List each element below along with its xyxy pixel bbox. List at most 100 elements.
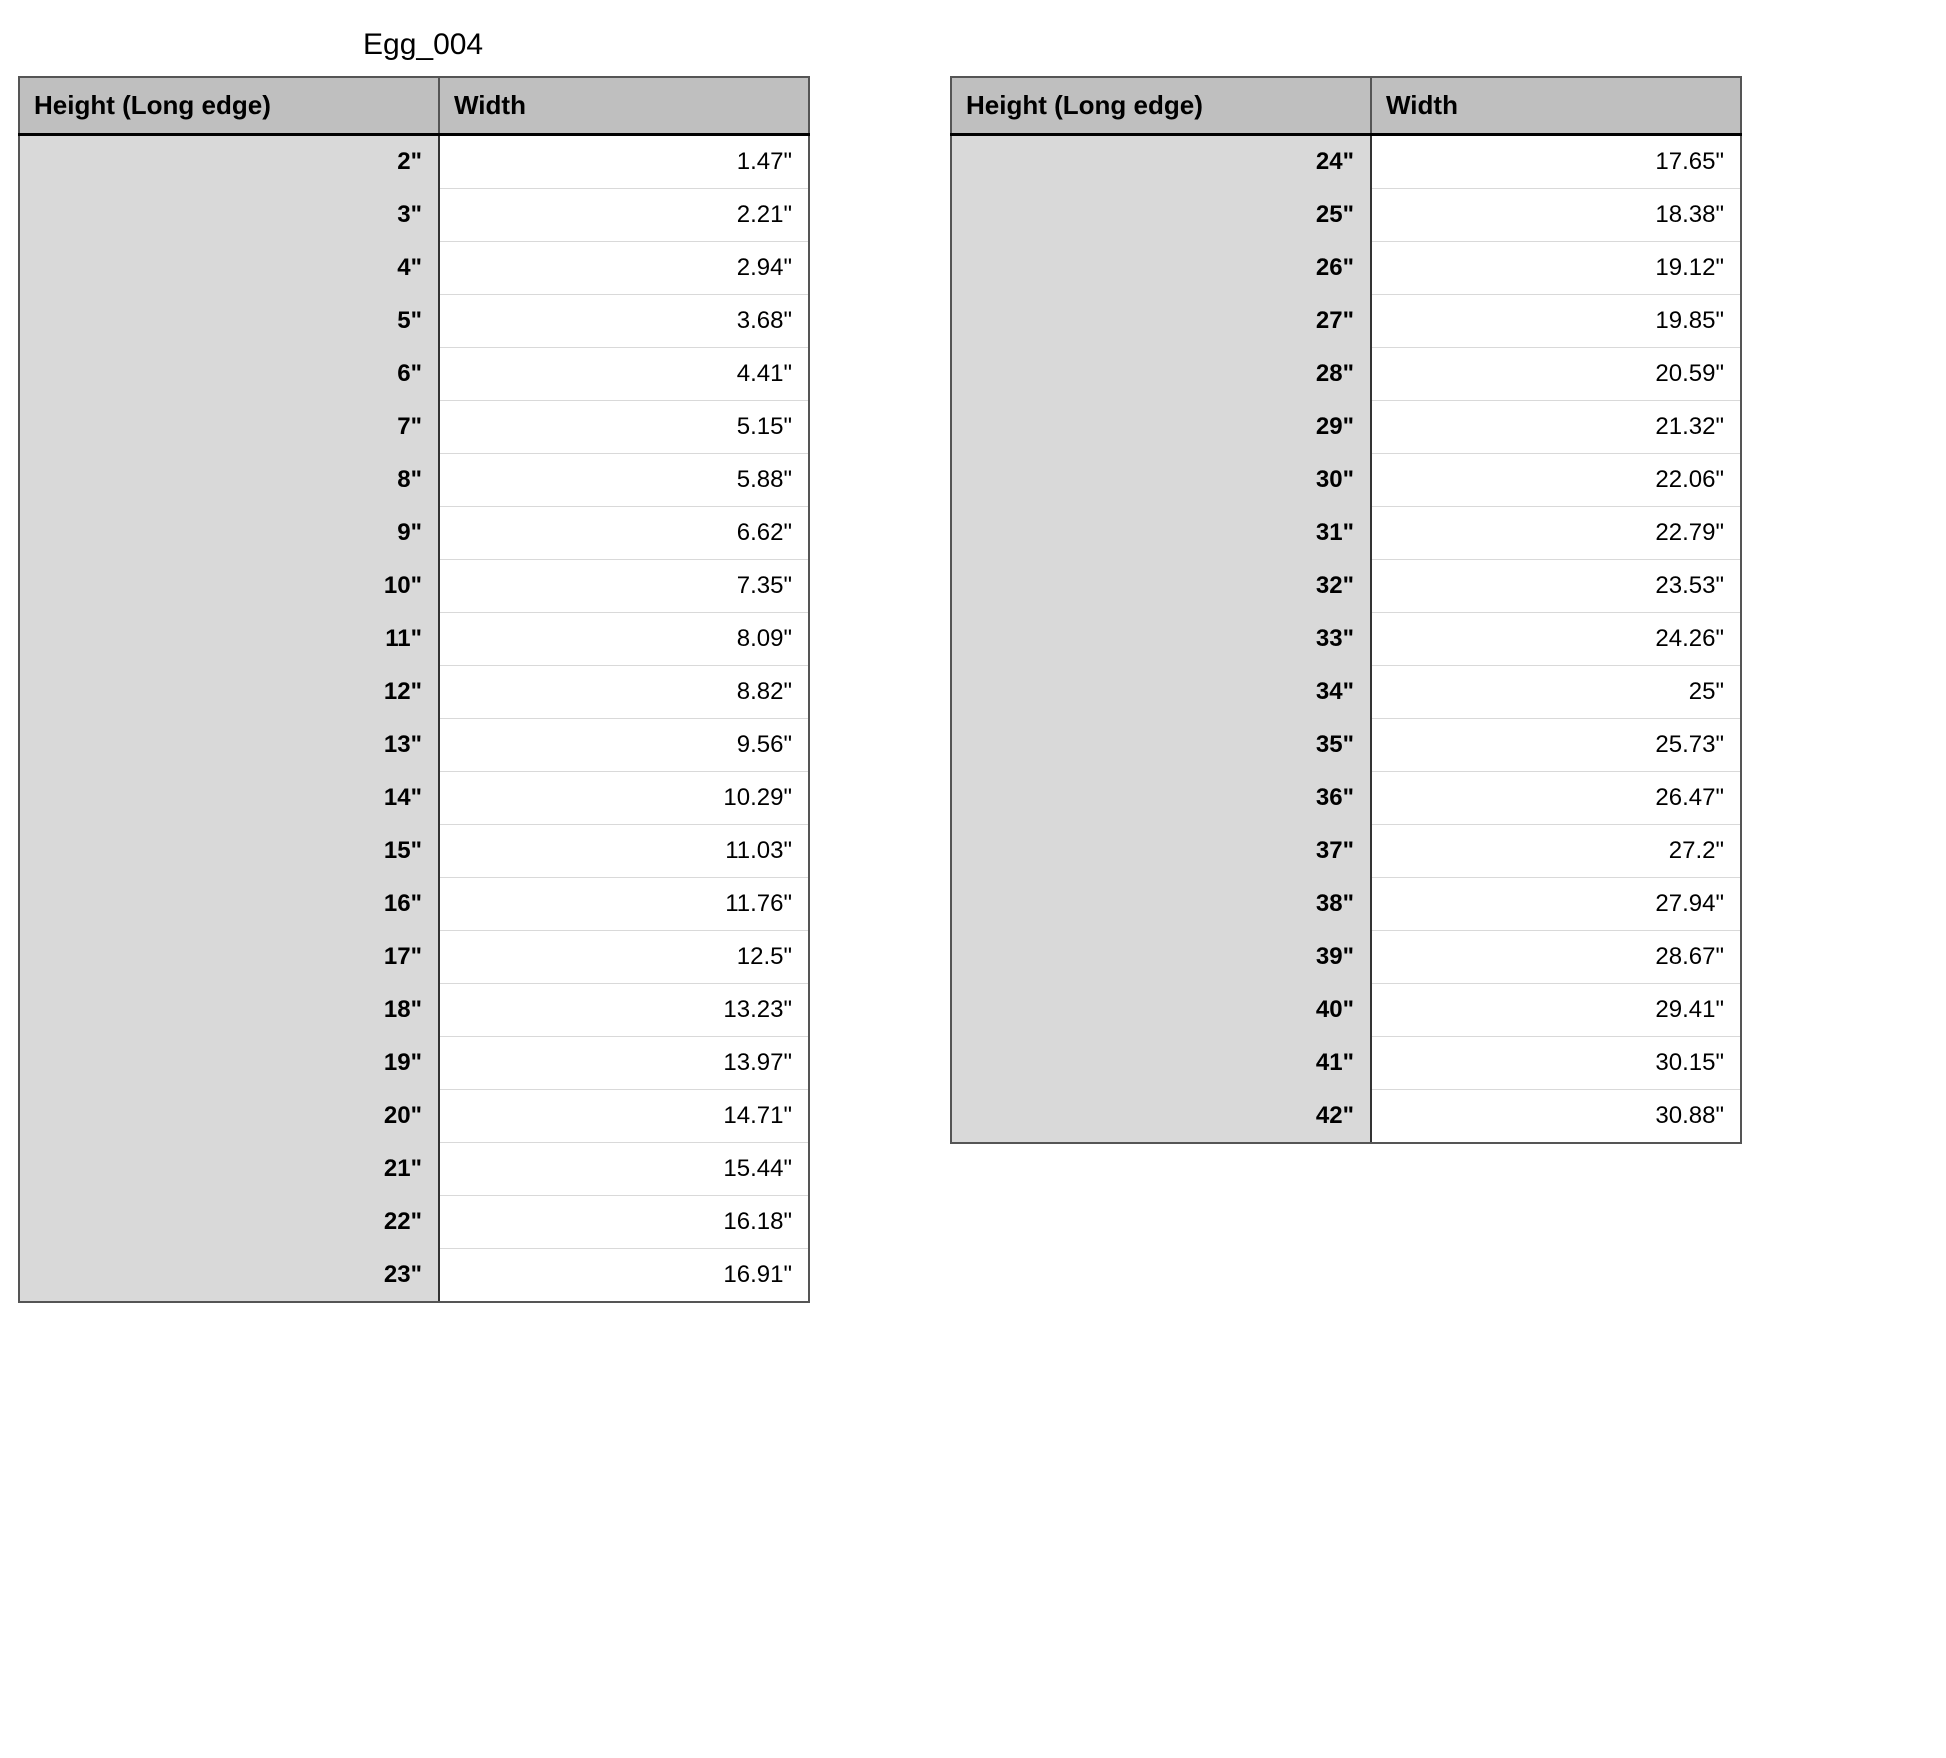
cell-width: 27.94" [1371, 878, 1741, 931]
header-width: Width [439, 77, 809, 135]
cell-height: 21" [19, 1143, 439, 1196]
cell-height: 17" [19, 931, 439, 984]
cell-height: 4" [19, 242, 439, 295]
cell-width: 30.15" [1371, 1037, 1741, 1090]
cell-height: 39" [951, 931, 1371, 984]
cell-height: 8" [19, 454, 439, 507]
table-row: 11"8.09" [19, 613, 809, 666]
cell-height: 19" [19, 1037, 439, 1090]
cell-height: 30" [951, 454, 1371, 507]
cell-width: 12.5" [439, 931, 809, 984]
table-row: 9"6.62" [19, 507, 809, 560]
cell-width: 18.38" [1371, 189, 1741, 242]
cell-height: 29" [951, 401, 1371, 454]
table-row: 34"25" [951, 666, 1741, 719]
table-row: 13"9.56" [19, 719, 809, 772]
cell-width: 17.65" [1371, 135, 1741, 189]
table-header-row: Height (Long edge) Width [19, 77, 809, 135]
table-row: 15"11.03" [19, 825, 809, 878]
cell-width: 1.47" [439, 135, 809, 189]
cell-width: 27.2" [1371, 825, 1741, 878]
cell-height: 6" [19, 348, 439, 401]
table-row: 25"18.38" [951, 189, 1741, 242]
cell-height: 25" [951, 189, 1371, 242]
cell-width: 23.53" [1371, 560, 1741, 613]
table-row: 30"22.06" [951, 454, 1741, 507]
cell-width: 25.73" [1371, 719, 1741, 772]
cell-width: 11.03" [439, 825, 809, 878]
tables-container: Height (Long edge) Width 2"1.47"3"2.21"4… [18, 76, 1928, 1303]
cell-height: 23" [19, 1249, 439, 1303]
cell-height: 14" [19, 772, 439, 825]
cell-height: 15" [19, 825, 439, 878]
cell-width: 19.12" [1371, 242, 1741, 295]
header-height: Height (Long edge) [19, 77, 439, 135]
cell-width: 4.41" [439, 348, 809, 401]
cell-width: 22.06" [1371, 454, 1741, 507]
cell-height: 12" [19, 666, 439, 719]
cell-width: 16.91" [439, 1249, 809, 1303]
cell-height: 26" [951, 242, 1371, 295]
cell-height: 10" [19, 560, 439, 613]
cell-width: 24.26" [1371, 613, 1741, 666]
cell-width: 6.62" [439, 507, 809, 560]
table-row: 5"3.68" [19, 295, 809, 348]
table-row: 4"2.94" [19, 242, 809, 295]
cell-height: 36" [951, 772, 1371, 825]
cell-height: 20" [19, 1090, 439, 1143]
table-row: 18"13.23" [19, 984, 809, 1037]
table-row: 42"30.88" [951, 1090, 1741, 1144]
cell-width: 28.67" [1371, 931, 1741, 984]
table-row: 41"30.15" [951, 1037, 1741, 1090]
cell-width: 9.56" [439, 719, 809, 772]
cell-width: 15.44" [439, 1143, 809, 1196]
cell-width: 16.18" [439, 1196, 809, 1249]
table-row: 35"25.73" [951, 719, 1741, 772]
cell-height: 28" [951, 348, 1371, 401]
cell-width: 22.79" [1371, 507, 1741, 560]
dimensions-table-right: Height (Long edge) Width 24"17.65"25"18.… [950, 76, 1742, 1144]
cell-width: 26.47" [1371, 772, 1741, 825]
table-row: 23"16.91" [19, 1249, 809, 1303]
table-row: 31"22.79" [951, 507, 1741, 560]
cell-height: 42" [951, 1090, 1371, 1144]
cell-height: 31" [951, 507, 1371, 560]
cell-height: 22" [19, 1196, 439, 1249]
table-row: 22"16.18" [19, 1196, 809, 1249]
cell-width: 20.59" [1371, 348, 1741, 401]
table-row: 14"10.29" [19, 772, 809, 825]
cell-height: 34" [951, 666, 1371, 719]
table-row: 28"20.59" [951, 348, 1741, 401]
header-width: Width [1371, 77, 1741, 135]
cell-height: 3" [19, 189, 439, 242]
table-header-row: Height (Long edge) Width [951, 77, 1741, 135]
cell-height: 11" [19, 613, 439, 666]
cell-width: 29.41" [1371, 984, 1741, 1037]
cell-height: 9" [19, 507, 439, 560]
cell-width: 14.71" [439, 1090, 809, 1143]
table-row: 3"2.21" [19, 189, 809, 242]
table-row: 17"12.5" [19, 931, 809, 984]
cell-width: 30.88" [1371, 1090, 1741, 1144]
cell-width: 2.94" [439, 242, 809, 295]
cell-height: 41" [951, 1037, 1371, 1090]
cell-height: 32" [951, 560, 1371, 613]
cell-width: 7.35" [439, 560, 809, 613]
cell-height: 38" [951, 878, 1371, 931]
table-row: 32"23.53" [951, 560, 1741, 613]
table-row: 12"8.82" [19, 666, 809, 719]
cell-height: 40" [951, 984, 1371, 1037]
cell-width: 25" [1371, 666, 1741, 719]
table-row: 33"24.26" [951, 613, 1741, 666]
table-row: 38"27.94" [951, 878, 1741, 931]
cell-width: 3.68" [439, 295, 809, 348]
table-row: 2"1.47" [19, 135, 809, 189]
table-row: 36"26.47" [951, 772, 1741, 825]
table-row: 24"17.65" [951, 135, 1741, 189]
table-row: 10"7.35" [19, 560, 809, 613]
cell-height: 33" [951, 613, 1371, 666]
cell-height: 24" [951, 135, 1371, 189]
table-row: 6"4.41" [19, 348, 809, 401]
cell-height: 13" [19, 719, 439, 772]
cell-height: 5" [19, 295, 439, 348]
